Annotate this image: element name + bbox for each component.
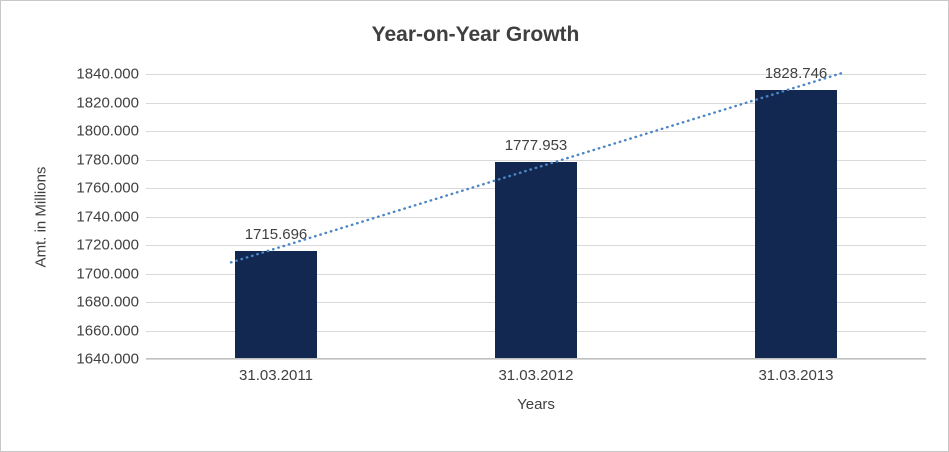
y-tick-label: 1660.000	[76, 322, 139, 339]
y-tick-label: 1720.000	[76, 236, 139, 254]
x-axis-title: Years	[517, 396, 555, 413]
x-tick-label: 31.03.2013	[758, 367, 834, 384]
y-tick-label: 1780.000	[76, 151, 139, 168]
y-tick-label: 1680.000	[76, 293, 139, 311]
x-tick-label: 31.03.2012	[498, 367, 574, 384]
gridline	[146, 159, 926, 161]
x-axis-tick-labels: 31.03.2011 31.03.2012 31.03.2013	[146, 367, 926, 387]
gridline	[146, 359, 926, 360]
y-tick-label: 1640.000	[76, 350, 139, 368]
bar	[235, 251, 317, 359]
gridline	[146, 131, 926, 132]
gridline	[146, 74, 926, 75]
y-tick-label: 1800.000	[76, 122, 139, 140]
trendline	[229, 72, 843, 264]
x-axis-line	[146, 358, 926, 359]
y-tick-label: 1760.000	[76, 179, 139, 197]
y-tick-label: 1740.000	[76, 208, 139, 225]
y-tick-label: 1840.000	[76, 65, 139, 83]
y-axis-tick-labels: 1840.000 1820.000 1800.000 1780.000 1760.000…	[43, 66, 139, 368]
y-tick-label: 1820.000	[76, 94, 139, 111]
bar	[495, 162, 577, 359]
plot-area: 1715.696 1777.953 1828.746	[146, 65, 926, 360]
gridline	[146, 102, 926, 104]
bar	[755, 90, 837, 359]
y-tick-label: 1700.000	[76, 265, 139, 282]
x-tick-label: 31.03.2011	[239, 367, 313, 384]
bar-data-label: 1715.696	[244, 226, 308, 244]
chart-title: Year-on-Year Growth	[371, 23, 580, 46]
bar-data-label: 1777.953	[504, 137, 568, 155]
bar-data-label: 1828.746	[764, 65, 828, 83]
